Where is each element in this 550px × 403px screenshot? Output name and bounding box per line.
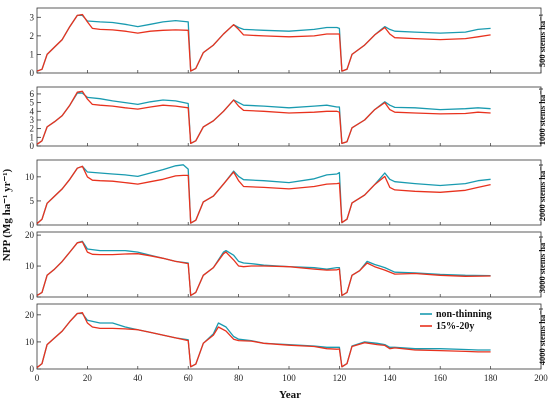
y-tick-label: 20 <box>25 310 35 320</box>
x-tick-label: 60 <box>184 373 194 383</box>
y-tick-label: 0 <box>30 292 35 302</box>
panel-label: 1000 stems ha⁻¹ <box>537 87 547 145</box>
series-line-thinning-15pct-20y <box>36 241 491 297</box>
y-tick-label: 6 <box>30 89 35 99</box>
x-tick-label: 40 <box>133 373 143 383</box>
panel-label: 2000 stems ha⁻¹ <box>537 163 547 221</box>
y-tick-label: 5 <box>30 196 35 206</box>
panel-frame <box>36 86 542 147</box>
x-tick-label: 180 <box>484 373 498 383</box>
series-line-thinning-15pct-20y <box>36 165 491 225</box>
y-tick-label: 10 <box>25 172 35 182</box>
x-axis-label: Year <box>279 389 301 401</box>
y-tick-label: 3 <box>30 115 35 125</box>
y-tick-label: 3 <box>30 12 35 22</box>
panel-4: 0 10 20 3000 stems ha⁻¹ <box>25 230 547 302</box>
series-line-non-thinning <box>36 164 491 225</box>
y-tick-label: 10 <box>25 337 35 347</box>
y-axis-label: NPP (Mg ha⁻¹ yr⁻¹) <box>1 168 13 261</box>
panel-frame <box>36 159 542 226</box>
x-tick-label: 100 <box>282 373 296 383</box>
x-tick-label: 0 <box>35 373 40 383</box>
x-tick-label: 160 <box>433 373 447 383</box>
y-tick-label: 1 <box>30 132 35 142</box>
series-line-non-thinning <box>36 92 491 145</box>
panel-label: 4000 stems ha⁻¹ <box>537 307 547 365</box>
x-tick-label: 200 <box>534 373 548 383</box>
panel-1: 0 1 2 3 500 stems ha⁻¹ <box>30 7 547 78</box>
series-line-non-thinning <box>36 312 491 369</box>
x-axis: 0 20 40 60 80 100 120 140 160 180 200 <box>35 373 549 383</box>
panel-frame <box>36 7 542 74</box>
x-tick-label: 120 <box>333 373 347 383</box>
series-line-thinning-15pct-20y <box>36 90 491 145</box>
y-tick-label: 0 <box>30 364 35 374</box>
legend-entry: non-thinning <box>436 309 492 320</box>
series-line-non-thinning <box>36 14 491 72</box>
x-tick-label: 140 <box>383 373 397 383</box>
panel-3: 0 5 10 2000 stems ha⁻¹ <box>25 159 547 230</box>
y-tick-label: 1 <box>30 49 35 59</box>
y-tick-label: 2 <box>30 31 35 41</box>
series-line-thinning-15pct-20y <box>36 13 491 72</box>
series-line-non-thinning <box>36 240 491 297</box>
panel-label: 3000 stems ha⁻¹ <box>537 235 547 293</box>
x-tick-label: 80 <box>234 373 244 383</box>
y-tick-label: 5 <box>30 98 35 108</box>
y-tick-label: 20 <box>25 230 35 240</box>
y-tick-label: 0 <box>30 220 35 230</box>
y-tick-label: 4 <box>30 106 35 116</box>
legend-entry: 15%-20y <box>436 321 474 332</box>
panel-frame <box>36 231 542 298</box>
x-tick-label: 20 <box>83 373 93 383</box>
y-tick-label: 0 <box>30 141 35 151</box>
series-line-thinning-15pct-20y <box>36 312 491 369</box>
y-tick-label: 2 <box>30 124 35 134</box>
y-tick-label: 0 <box>30 68 35 78</box>
panel-5: 0 10 20 4000 stems ha⁻¹ <box>25 303 547 374</box>
y-tick-label: 10 <box>25 261 35 271</box>
panel-label: 500 stems ha⁻¹ <box>537 13 547 67</box>
